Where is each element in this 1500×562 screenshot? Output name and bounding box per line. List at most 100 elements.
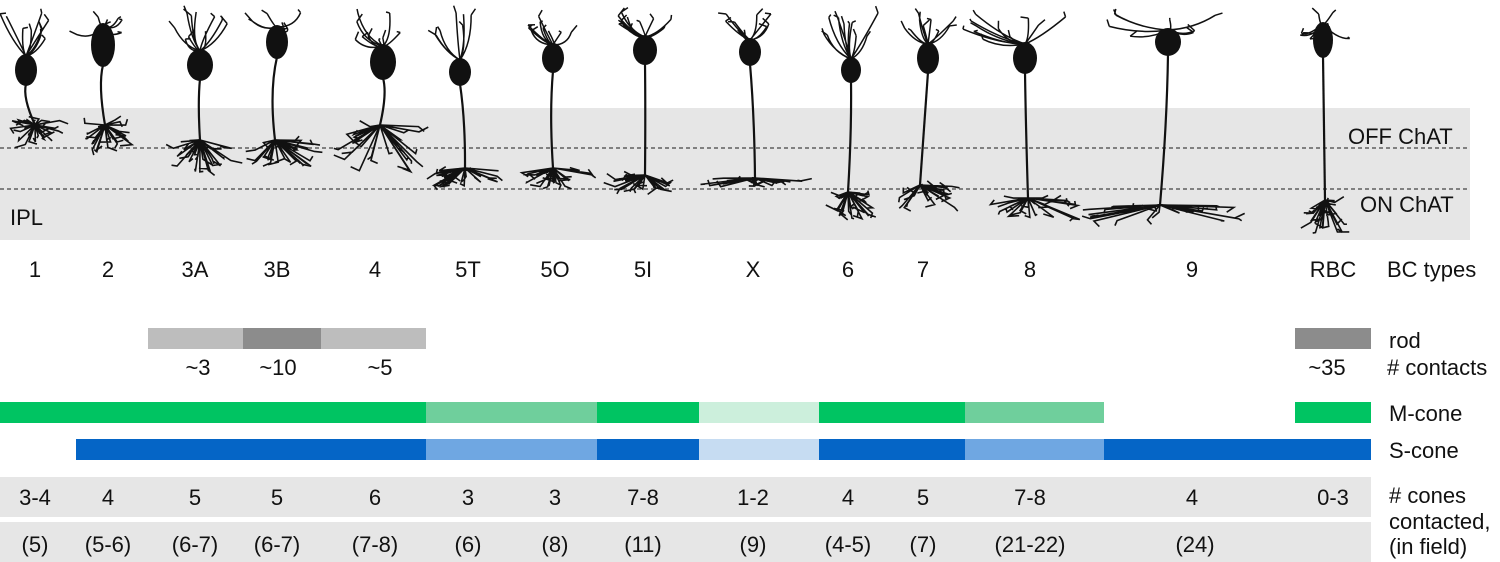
cones-contacted-5: 5 (270, 485, 284, 510)
dendrites (900, 8, 957, 45)
cones-contacted-12: 1-2 (737, 485, 769, 510)
soma (1013, 42, 1037, 74)
cones-contacted-4: 4 (101, 485, 115, 510)
dendrites (0, 8, 50, 57)
cones-in-field-56: (5-6) (84, 532, 132, 557)
axon (748, 63, 757, 179)
cones-contacted-3: 3 (461, 485, 475, 510)
bc-type-label-3a: 3A (181, 257, 209, 282)
soma (633, 35, 657, 65)
s-cone-bar-6-7 (819, 439, 965, 460)
rod-bar-3b (243, 328, 321, 349)
cones-contacted-03: 0-3 (1317, 485, 1349, 510)
off-chat-label: OFF ChAT (1348, 124, 1453, 149)
cones-in-field-11: (11) (624, 532, 662, 557)
bc-type-label-5i: 5I (633, 257, 653, 282)
bc-type-label-2: 2 (101, 257, 115, 282)
cones-contacted-4: 4 (841, 485, 855, 510)
bc-type-label-rbc: RBC (1309, 257, 1357, 282)
bipolar-cell-9 (1081, 8, 1246, 228)
cones-row-label-1: # cones (1389, 483, 1467, 508)
bc-type-label-1: 1 (28, 257, 42, 282)
cones-in-field-67: (6-7) (171, 532, 219, 557)
bipolar-cell-3a (165, 5, 243, 176)
axon (846, 80, 853, 193)
cones-contacted-5: 5 (188, 485, 202, 510)
bipolar-cell-6 (821, 5, 879, 221)
soma (266, 25, 288, 59)
bc-types-row-label: BC types (1387, 257, 1477, 282)
axon-terminal (825, 190, 877, 221)
axon-terminal (897, 180, 960, 212)
bipolar-cell-2 (69, 10, 135, 156)
bc-type-label-5o: 5O (540, 257, 570, 282)
s-cone-bar-9-rbc (1104, 439, 1371, 460)
soma (449, 58, 471, 86)
dendrites (168, 5, 228, 52)
cones-in-field-78: (7-8) (351, 532, 399, 557)
cones-in-field-9: (9) (739, 532, 767, 557)
dendrites (1106, 8, 1223, 38)
cones-in-field-67: (6-7) (253, 532, 301, 557)
contacts-row-label: # contacts (1387, 355, 1488, 380)
s-cone-bar-5i (597, 439, 699, 460)
soma (917, 42, 939, 74)
dendrites (962, 9, 1067, 47)
bc-type-label-7: 7 (916, 257, 930, 282)
axon-terminal (1300, 196, 1350, 234)
bipolar-cell-rbc (1300, 7, 1351, 234)
soma (542, 43, 564, 73)
s-cone-row-label: S-cone (1389, 438, 1459, 463)
axon (99, 64, 107, 126)
axon-terminal (519, 166, 597, 191)
cones-in-field-24: (24) (1175, 532, 1215, 557)
s-cone-bar-8 (965, 439, 1104, 460)
axon-terminal (1081, 202, 1246, 228)
rod-contacts-rbc: ~35 (1308, 355, 1346, 380)
bipolar-cell-3b (244, 9, 323, 168)
axon (378, 77, 386, 126)
bipolar-cell-x (700, 8, 812, 188)
soma (91, 23, 115, 67)
soma (15, 54, 37, 86)
bipolar-cell-8 (962, 9, 1081, 222)
dendrites (617, 6, 673, 39)
bipolar-cell-4 (333, 8, 429, 174)
rod-bar-rbc (1295, 328, 1371, 349)
s-cone-bar-2-4 (76, 439, 426, 460)
cones-in-field-5: (5) (21, 532, 49, 557)
s-cone-bar-x (699, 439, 819, 460)
bc-type-label-3b: 3B (263, 257, 291, 282)
ipl-band (0, 108, 1470, 240)
cones-in-field-2122: (21-22) (994, 532, 1066, 557)
on-chat-label: ON ChAT (1360, 192, 1454, 217)
m-cone-bar-6-7 (819, 402, 965, 423)
cones-row-label-2: contacted, (1389, 509, 1491, 534)
axon-terminal (426, 166, 503, 191)
bipolar-cell-5i (603, 6, 674, 195)
m-cone-bar-x (699, 402, 819, 423)
cones-in-field-6: (6) (454, 532, 482, 557)
s-cone-bar-5t-5o (426, 439, 597, 460)
bc-type-label-5t: 5T (455, 257, 481, 282)
soma (841, 57, 861, 83)
rod-contacts-3a: ~3 (185, 355, 211, 380)
axon (1158, 53, 1170, 206)
axon-terminal (988, 194, 1081, 222)
cones-row-label-3: (in field) (1389, 534, 1468, 559)
soma (1313, 22, 1333, 58)
rod-bar-4 (321, 328, 426, 349)
dendrites (354, 8, 401, 49)
soma (370, 44, 396, 80)
cones-in-field-8: (8) (541, 532, 569, 557)
m-cone-bar-8 (965, 402, 1104, 423)
cones-in-field-45: (4-5) (824, 532, 872, 557)
axon (458, 83, 467, 169)
bc-type-label-9: 9 (1185, 257, 1199, 282)
axon-terminal (603, 170, 674, 195)
axon (271, 56, 279, 141)
cones-contacted-78: 7-8 (1014, 485, 1046, 510)
bipolar-cell-5t (426, 5, 503, 191)
dendrites (527, 9, 578, 47)
